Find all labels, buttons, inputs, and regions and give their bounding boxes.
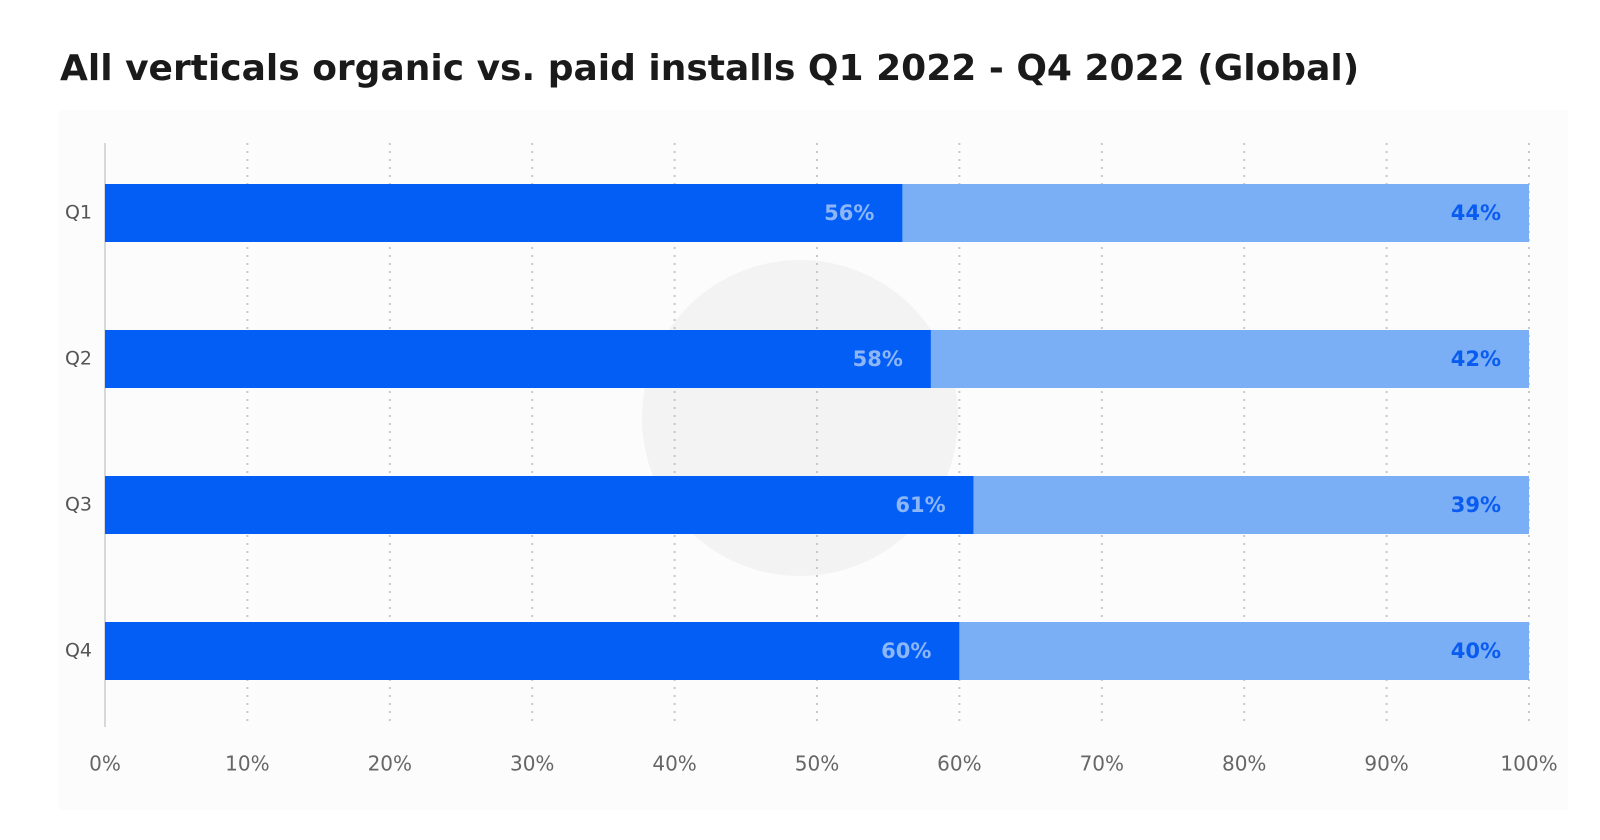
y-tick-label: Q2 — [65, 348, 92, 370]
bar-segment — [973, 476, 1529, 534]
y-tick-label: Q1 — [65, 202, 92, 224]
y-tick-label: Q3 — [65, 494, 92, 516]
x-tick-label: 30% — [510, 752, 554, 776]
x-tick-label: 80% — [1222, 752, 1266, 776]
bar-segment — [902, 184, 1529, 242]
y-tick-label: Q4 — [65, 640, 92, 662]
x-tick-label: 50% — [795, 752, 839, 776]
value-label: 60% — [881, 639, 931, 663]
x-tick-label: 100% — [1500, 752, 1557, 776]
value-label: 58% — [853, 347, 903, 371]
value-label: 61% — [895, 493, 945, 517]
x-tick-label: 90% — [1364, 752, 1408, 776]
x-tick-label: 40% — [652, 752, 696, 776]
value-label: 39% — [1451, 493, 1501, 517]
bar-segment — [105, 622, 960, 680]
bar-segment — [105, 330, 931, 388]
bar-segment — [930, 330, 1529, 388]
x-tick-label: 20% — [368, 752, 412, 776]
x-tick-label: 0% — [89, 752, 121, 776]
x-tick-label: 70% — [1080, 752, 1124, 776]
bar-segment — [105, 184, 903, 242]
bar-segment — [105, 476, 974, 534]
x-tick-label: 10% — [225, 752, 269, 776]
value-label: 42% — [1451, 347, 1501, 371]
value-label: 44% — [1451, 201, 1501, 225]
value-label: 40% — [1451, 639, 1501, 663]
chart-title: All verticals organic vs. paid installs … — [60, 48, 1359, 89]
bar-segment — [959, 622, 1529, 680]
x-tick-label: 60% — [937, 752, 981, 776]
value-label: 56% — [824, 201, 874, 225]
